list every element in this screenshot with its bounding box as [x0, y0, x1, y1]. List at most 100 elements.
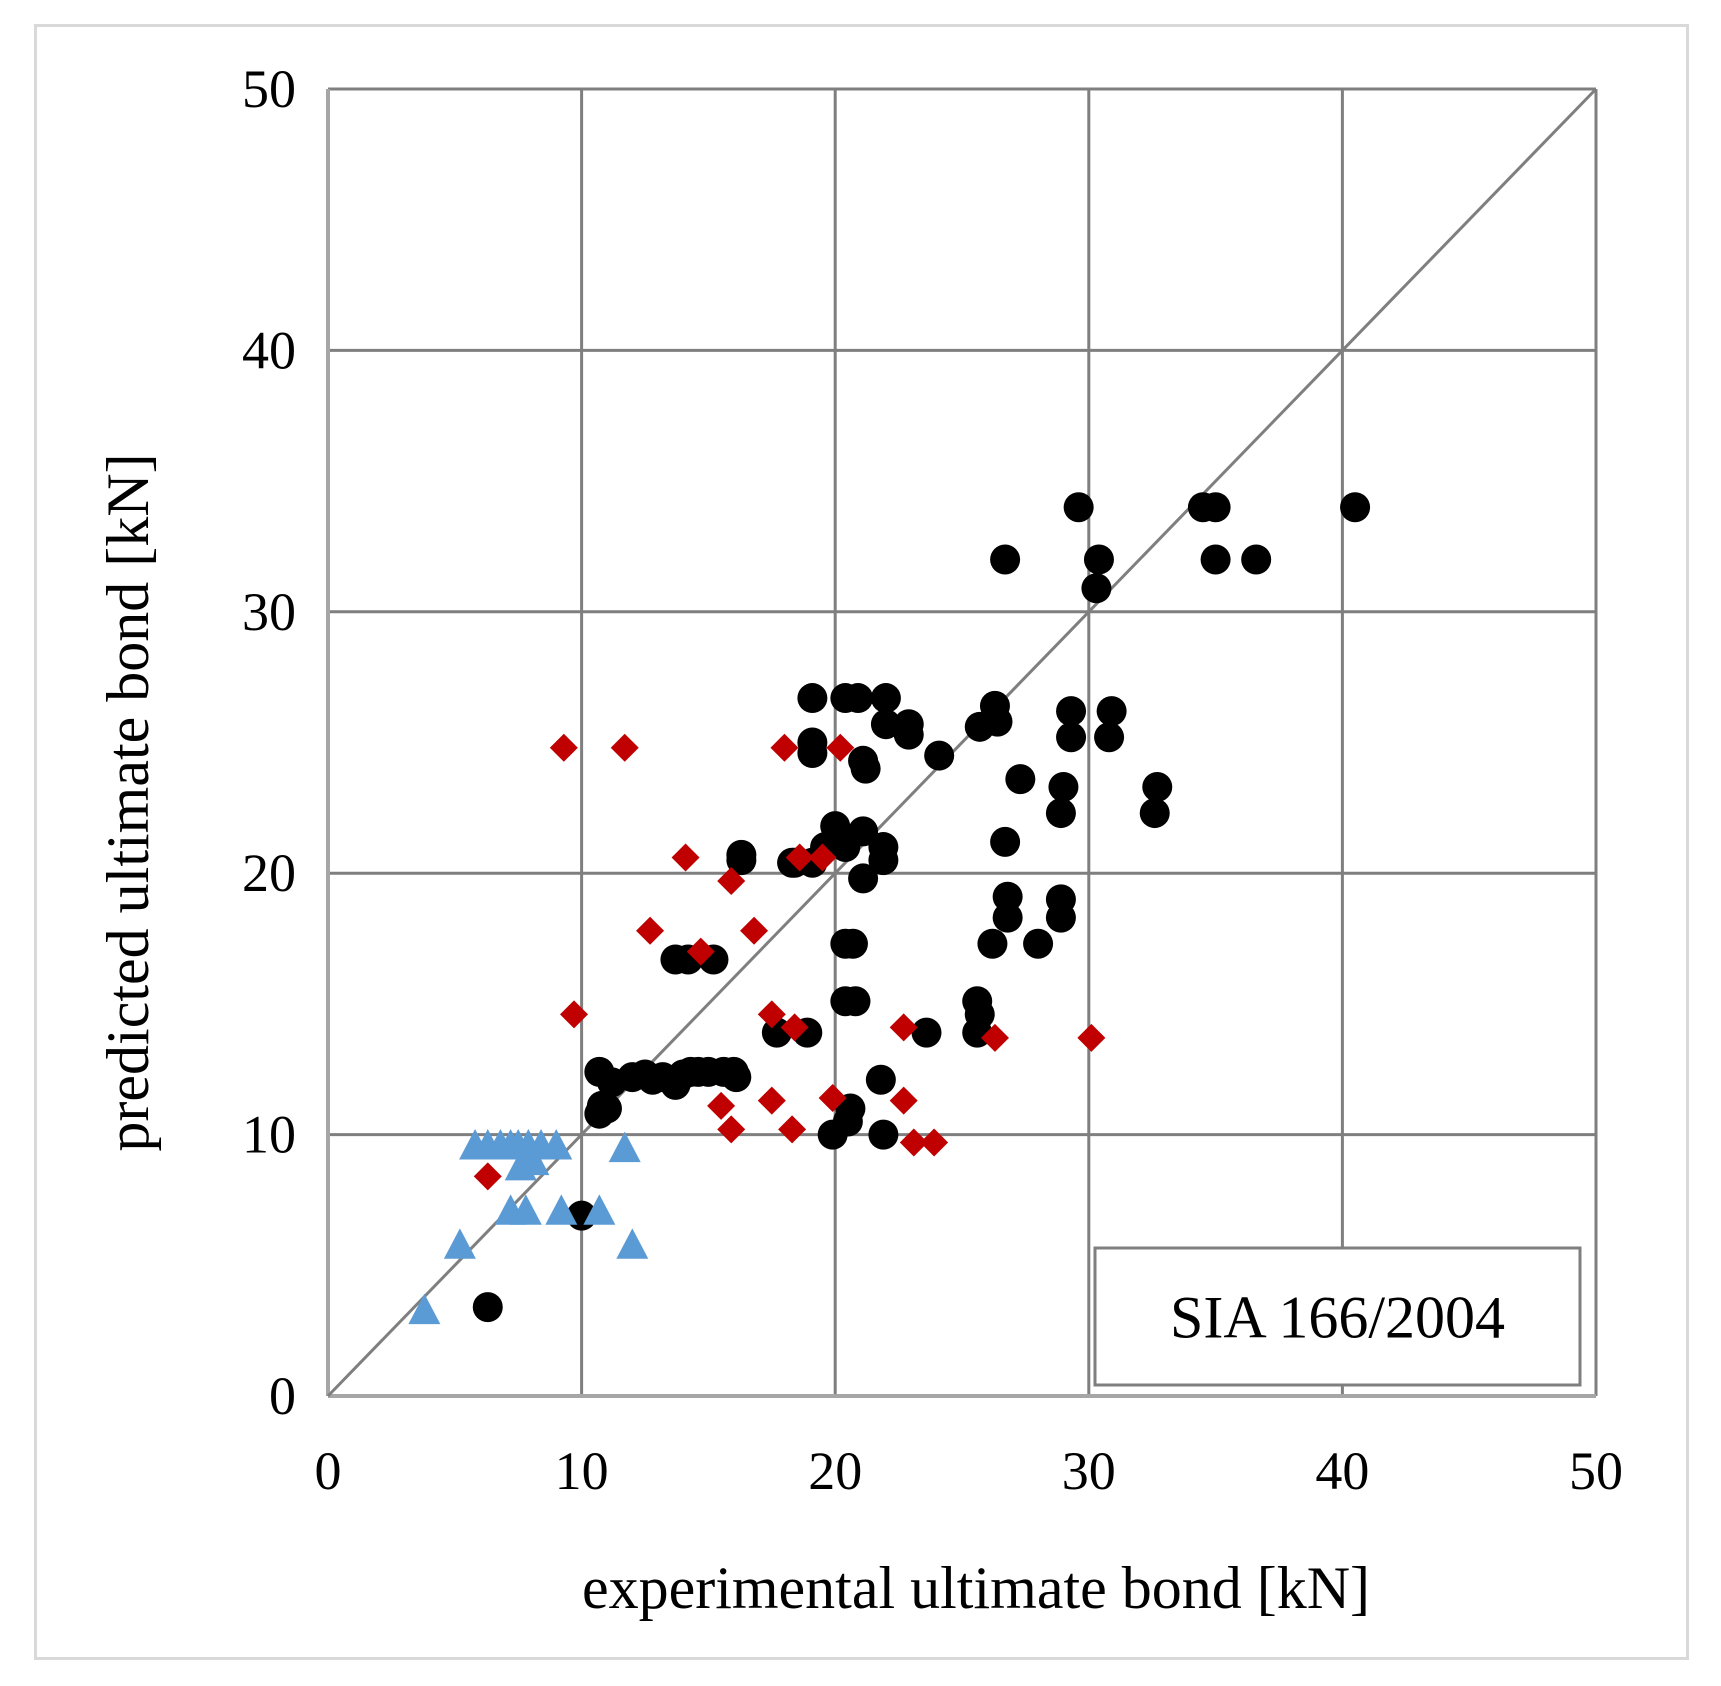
- circle-point: [591, 1093, 622, 1124]
- circle-point: [911, 1017, 942, 1048]
- diamond-point: [770, 733, 799, 762]
- diamond-point: [686, 937, 715, 966]
- circle-point: [870, 709, 901, 740]
- triangle-point: [545, 1194, 578, 1225]
- diamond-point: [818, 1084, 847, 1113]
- diamond-point: [740, 916, 769, 945]
- x-tick-label: 10: [555, 1441, 609, 1501]
- x-tick-label: 50: [1569, 1441, 1623, 1501]
- circle-point: [1063, 492, 1094, 523]
- diamond-point: [549, 733, 578, 762]
- circle-point: [992, 881, 1023, 912]
- triangle-point: [443, 1228, 476, 1259]
- circle-point: [1056, 696, 1087, 727]
- annotation-box: SIA 166/2004: [1093, 1246, 1582, 1387]
- tick-labels: 0 10 20 30 40 50 0 10 20 30 40 50: [242, 59, 1623, 1501]
- diamond-point: [610, 733, 639, 762]
- circle-point: [865, 1064, 896, 1095]
- diamond-point: [780, 1013, 809, 1042]
- circle-point: [1340, 492, 1371, 523]
- diamond-point: [473, 1162, 502, 1191]
- circle-point: [837, 928, 868, 959]
- circle-point: [1200, 544, 1231, 575]
- y-tick-label: 30: [242, 582, 296, 642]
- circle-point: [850, 753, 881, 784]
- diamond-point: [899, 1128, 928, 1157]
- data-points: [408, 492, 1371, 1325]
- x-axis-title: experimental ultimate bond [kN]: [582, 1555, 1370, 1621]
- circle-point: [472, 1292, 503, 1323]
- y-tick-label: 40: [242, 320, 296, 380]
- diamond-point: [785, 843, 814, 872]
- x-tick-label: 40: [1315, 1441, 1369, 1501]
- circle-point: [868, 1119, 899, 1150]
- diamond-point: [889, 1086, 918, 1115]
- diamond-point: [757, 1086, 786, 1115]
- circle-point: [1056, 722, 1087, 753]
- diamond-point: [826, 733, 855, 762]
- circle-point: [924, 740, 955, 771]
- y-tick-label: 20: [242, 843, 296, 903]
- circle-point: [848, 816, 879, 847]
- identity-line: [326, 87, 1598, 1398]
- y-tick-label: 10: [242, 1105, 296, 1165]
- diamond-point: [671, 843, 700, 872]
- diamond-point: [707, 1091, 736, 1120]
- y-axis-title: predicted ultimate bond [kN]: [95, 453, 161, 1151]
- diamond-point: [559, 1000, 588, 1029]
- circle-point: [1094, 722, 1125, 753]
- triangle-point: [616, 1228, 649, 1259]
- circle-point: [1139, 798, 1170, 829]
- circle-point: [840, 986, 871, 1017]
- circle-point: [1096, 696, 1127, 727]
- circle-point: [843, 683, 874, 714]
- x-tick-label: 20: [808, 1441, 862, 1501]
- annotation-border: [1093, 1246, 1582, 1387]
- circle-point: [1083, 544, 1114, 575]
- circle-point: [964, 999, 995, 1030]
- circle-point: [893, 709, 924, 740]
- diamond-point: [717, 1115, 746, 1144]
- diamond-point: [808, 843, 837, 872]
- triangle-point: [408, 1293, 441, 1325]
- circle-point: [1048, 771, 1079, 802]
- circle-point: [992, 902, 1023, 933]
- circle-point: [721, 1062, 752, 1093]
- circle-point: [797, 727, 828, 758]
- circle-point: [1081, 573, 1112, 604]
- circle-point: [848, 863, 879, 894]
- triangle-point: [540, 1129, 573, 1160]
- circle-point: [1045, 798, 1076, 829]
- circle-point: [1005, 764, 1036, 795]
- annotation-label: SIA 166/2004: [1170, 1285, 1505, 1351]
- diamond-point: [980, 1023, 1009, 1052]
- diamond-point: [1077, 1023, 1106, 1052]
- y-tick-label: 50: [242, 59, 296, 119]
- triangle-point: [509, 1194, 542, 1225]
- diamond-point: [889, 1013, 918, 1042]
- diamond-point: [717, 867, 746, 896]
- circle-point: [1023, 928, 1054, 959]
- circle-point: [797, 683, 828, 714]
- circle-point: [982, 706, 1013, 737]
- circle-point: [990, 544, 1021, 575]
- diamond-point: [920, 1128, 949, 1157]
- axes: [326, 89, 1596, 1398]
- circle-point: [726, 839, 757, 870]
- circle-point: [990, 826, 1021, 857]
- diamond-point: [778, 1115, 807, 1144]
- x-tick-label: 0: [315, 1441, 342, 1501]
- circle-point: [1200, 492, 1231, 523]
- y-tick-label: 0: [269, 1366, 296, 1426]
- triangle-point: [608, 1131, 641, 1163]
- circle-point: [1241, 544, 1272, 575]
- circle-point: [1045, 884, 1076, 915]
- triangle-point: [583, 1194, 616, 1225]
- triangle-point: [517, 1144, 550, 1176]
- x-tick-label: 30: [1062, 1441, 1116, 1501]
- circle-point: [870, 683, 901, 714]
- reference-line: [326, 87, 1598, 1398]
- circle-point: [868, 832, 899, 863]
- circle-point: [977, 928, 1008, 959]
